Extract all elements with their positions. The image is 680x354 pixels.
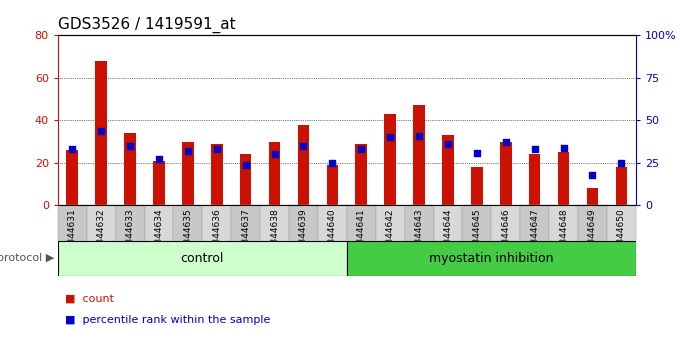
Text: GSM344650: GSM344650 <box>617 208 626 263</box>
Bar <box>260 205 289 241</box>
Bar <box>471 167 483 205</box>
Bar <box>587 188 598 205</box>
Bar <box>326 165 338 205</box>
Bar <box>462 205 492 241</box>
Text: GSM344647: GSM344647 <box>530 208 539 263</box>
Point <box>182 148 193 154</box>
Text: GSM344649: GSM344649 <box>588 208 597 263</box>
Bar <box>269 142 280 205</box>
Bar <box>58 241 347 276</box>
Point <box>124 143 135 149</box>
Text: ■  percentile rank within the sample: ■ percentile rank within the sample <box>65 315 270 325</box>
Text: GSM344637: GSM344637 <box>241 208 250 263</box>
Bar <box>58 205 87 241</box>
Bar <box>615 167 627 205</box>
Text: control: control <box>181 252 224 265</box>
Text: GSM344639: GSM344639 <box>299 208 308 263</box>
Point <box>500 139 511 145</box>
Text: GSM344641: GSM344641 <box>357 208 366 263</box>
Bar <box>240 154 252 205</box>
Bar <box>607 205 636 241</box>
Point <box>529 147 540 152</box>
Text: GSM344642: GSM344642 <box>386 208 394 263</box>
Text: GSM344644: GSM344644 <box>443 208 452 263</box>
Bar <box>376 205 405 241</box>
Text: GSM344646: GSM344646 <box>501 208 510 263</box>
Point <box>385 135 396 140</box>
Text: GSM344634: GSM344634 <box>154 208 163 263</box>
Point <box>240 162 251 167</box>
Bar <box>500 142 511 205</box>
Text: protocol ▶: protocol ▶ <box>0 253 54 263</box>
Bar <box>289 205 318 241</box>
Text: myostatin inhibition: myostatin inhibition <box>429 252 554 265</box>
Text: GSM344636: GSM344636 <box>212 208 221 263</box>
Text: GSM344632: GSM344632 <box>97 208 105 263</box>
Point <box>413 133 424 138</box>
Bar <box>124 133 136 205</box>
Point <box>587 172 598 178</box>
Bar <box>318 205 347 241</box>
Text: GSM344643: GSM344643 <box>415 208 424 263</box>
Text: GSM344648: GSM344648 <box>559 208 568 263</box>
Text: GSM344631: GSM344631 <box>68 208 77 263</box>
Text: GSM344645: GSM344645 <box>473 208 481 263</box>
Point <box>269 152 280 157</box>
Point <box>356 147 367 152</box>
Bar <box>356 144 367 205</box>
Text: GSM344640: GSM344640 <box>328 208 337 263</box>
Text: GDS3526 / 1419591_at: GDS3526 / 1419591_at <box>58 16 235 33</box>
Text: GSM344633: GSM344633 <box>126 208 135 263</box>
Bar <box>549 205 578 241</box>
Point <box>558 145 569 150</box>
Bar <box>67 150 78 205</box>
Bar <box>384 114 396 205</box>
Bar <box>182 142 194 205</box>
Point <box>443 141 454 147</box>
Point <box>327 160 338 166</box>
Bar <box>95 61 107 205</box>
Bar <box>492 205 520 241</box>
Bar <box>116 205 144 241</box>
Bar <box>558 152 569 205</box>
Bar <box>405 205 434 241</box>
Bar <box>153 161 165 205</box>
Point <box>96 128 107 133</box>
Bar <box>347 241 636 276</box>
Bar <box>203 205 231 241</box>
Bar <box>144 205 173 241</box>
Bar <box>298 125 309 205</box>
Bar <box>87 205 116 241</box>
Text: GSM344638: GSM344638 <box>270 208 279 263</box>
Point <box>154 156 165 162</box>
Bar <box>211 144 222 205</box>
Point <box>616 160 627 166</box>
Bar <box>347 205 376 241</box>
Bar <box>434 205 462 241</box>
Bar <box>529 154 541 205</box>
Point <box>211 147 222 152</box>
Bar <box>578 205 607 241</box>
Bar <box>442 135 454 205</box>
Point <box>471 150 482 155</box>
Bar <box>520 205 549 241</box>
Bar <box>173 205 203 241</box>
Point <box>298 143 309 149</box>
Point <box>67 147 78 152</box>
Bar <box>413 105 425 205</box>
Text: GSM344635: GSM344635 <box>184 208 192 263</box>
Bar <box>231 205 260 241</box>
Text: ■  count: ■ count <box>65 294 114 304</box>
